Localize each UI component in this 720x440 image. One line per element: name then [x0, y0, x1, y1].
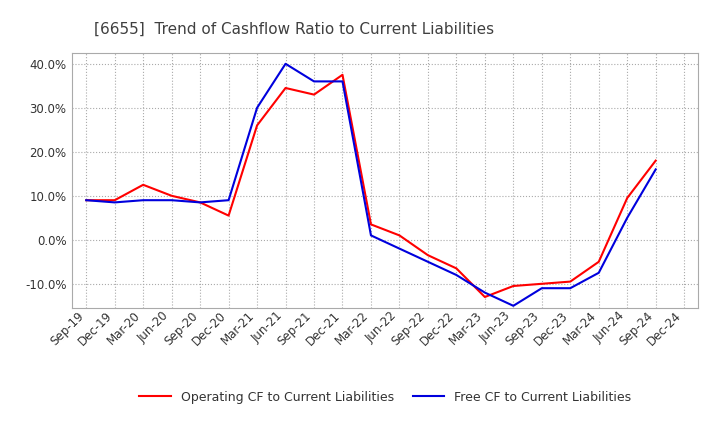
Operating CF to Current Liabilities: [139, 182, 148, 187]
Free CF to Current Liabilities: [167, 198, 176, 203]
Free CF to Current Liabilities: [652, 167, 660, 172]
Free CF to Current Liabilities: [282, 61, 290, 66]
Free CF to Current Liabilities: [139, 198, 148, 203]
Free CF to Current Liabilities: [480, 290, 489, 295]
Operating CF to Current Liabilities: [196, 200, 204, 205]
Line: Operating CF to Current Liabilities: Operating CF to Current Liabilities: [86, 75, 656, 297]
Operating CF to Current Liabilities: [82, 198, 91, 203]
Operating CF to Current Liabilities: [310, 92, 318, 97]
Operating CF to Current Liabilities: [253, 123, 261, 128]
Free CF to Current Liabilities: [395, 246, 404, 251]
Free CF to Current Liabilities: [110, 200, 119, 205]
Operating CF to Current Liabilities: [595, 259, 603, 264]
Free CF to Current Liabilities: [537, 286, 546, 291]
Free CF to Current Liabilities: [196, 200, 204, 205]
Operating CF to Current Liabilities: [110, 198, 119, 203]
Free CF to Current Liabilities: [82, 198, 91, 203]
Operating CF to Current Liabilities: [566, 279, 575, 284]
Operating CF to Current Liabilities: [509, 283, 518, 289]
Operating CF to Current Liabilities: [537, 281, 546, 286]
Free CF to Current Liabilities: [566, 286, 575, 291]
Operating CF to Current Liabilities: [282, 85, 290, 91]
Free CF to Current Liabilities: [253, 105, 261, 110]
Operating CF to Current Liabilities: [366, 222, 375, 227]
Operating CF to Current Liabilities: [652, 158, 660, 163]
Text: [6655]  Trend of Cashflow Ratio to Current Liabilities: [6655] Trend of Cashflow Ratio to Curren…: [94, 22, 494, 37]
Operating CF to Current Liabilities: [225, 213, 233, 218]
Free CF to Current Liabilities: [423, 259, 432, 264]
Free CF to Current Liabilities: [366, 233, 375, 238]
Operating CF to Current Liabilities: [338, 72, 347, 77]
Legend: Operating CF to Current Liabilities, Free CF to Current Liabilities: Operating CF to Current Liabilities, Fre…: [135, 386, 636, 409]
Free CF to Current Liabilities: [310, 79, 318, 84]
Operating CF to Current Liabilities: [452, 266, 461, 271]
Free CF to Current Liabilities: [338, 79, 347, 84]
Operating CF to Current Liabilities: [480, 294, 489, 300]
Operating CF to Current Liabilities: [395, 233, 404, 238]
Free CF to Current Liabilities: [595, 270, 603, 275]
Operating CF to Current Liabilities: [167, 193, 176, 198]
Free CF to Current Liabilities: [452, 272, 461, 278]
Free CF to Current Liabilities: [623, 215, 631, 220]
Free CF to Current Liabilities: [225, 198, 233, 203]
Free CF to Current Liabilities: [509, 303, 518, 308]
Operating CF to Current Liabilities: [423, 253, 432, 258]
Line: Free CF to Current Liabilities: Free CF to Current Liabilities: [86, 64, 656, 306]
Operating CF to Current Liabilities: [623, 195, 631, 201]
